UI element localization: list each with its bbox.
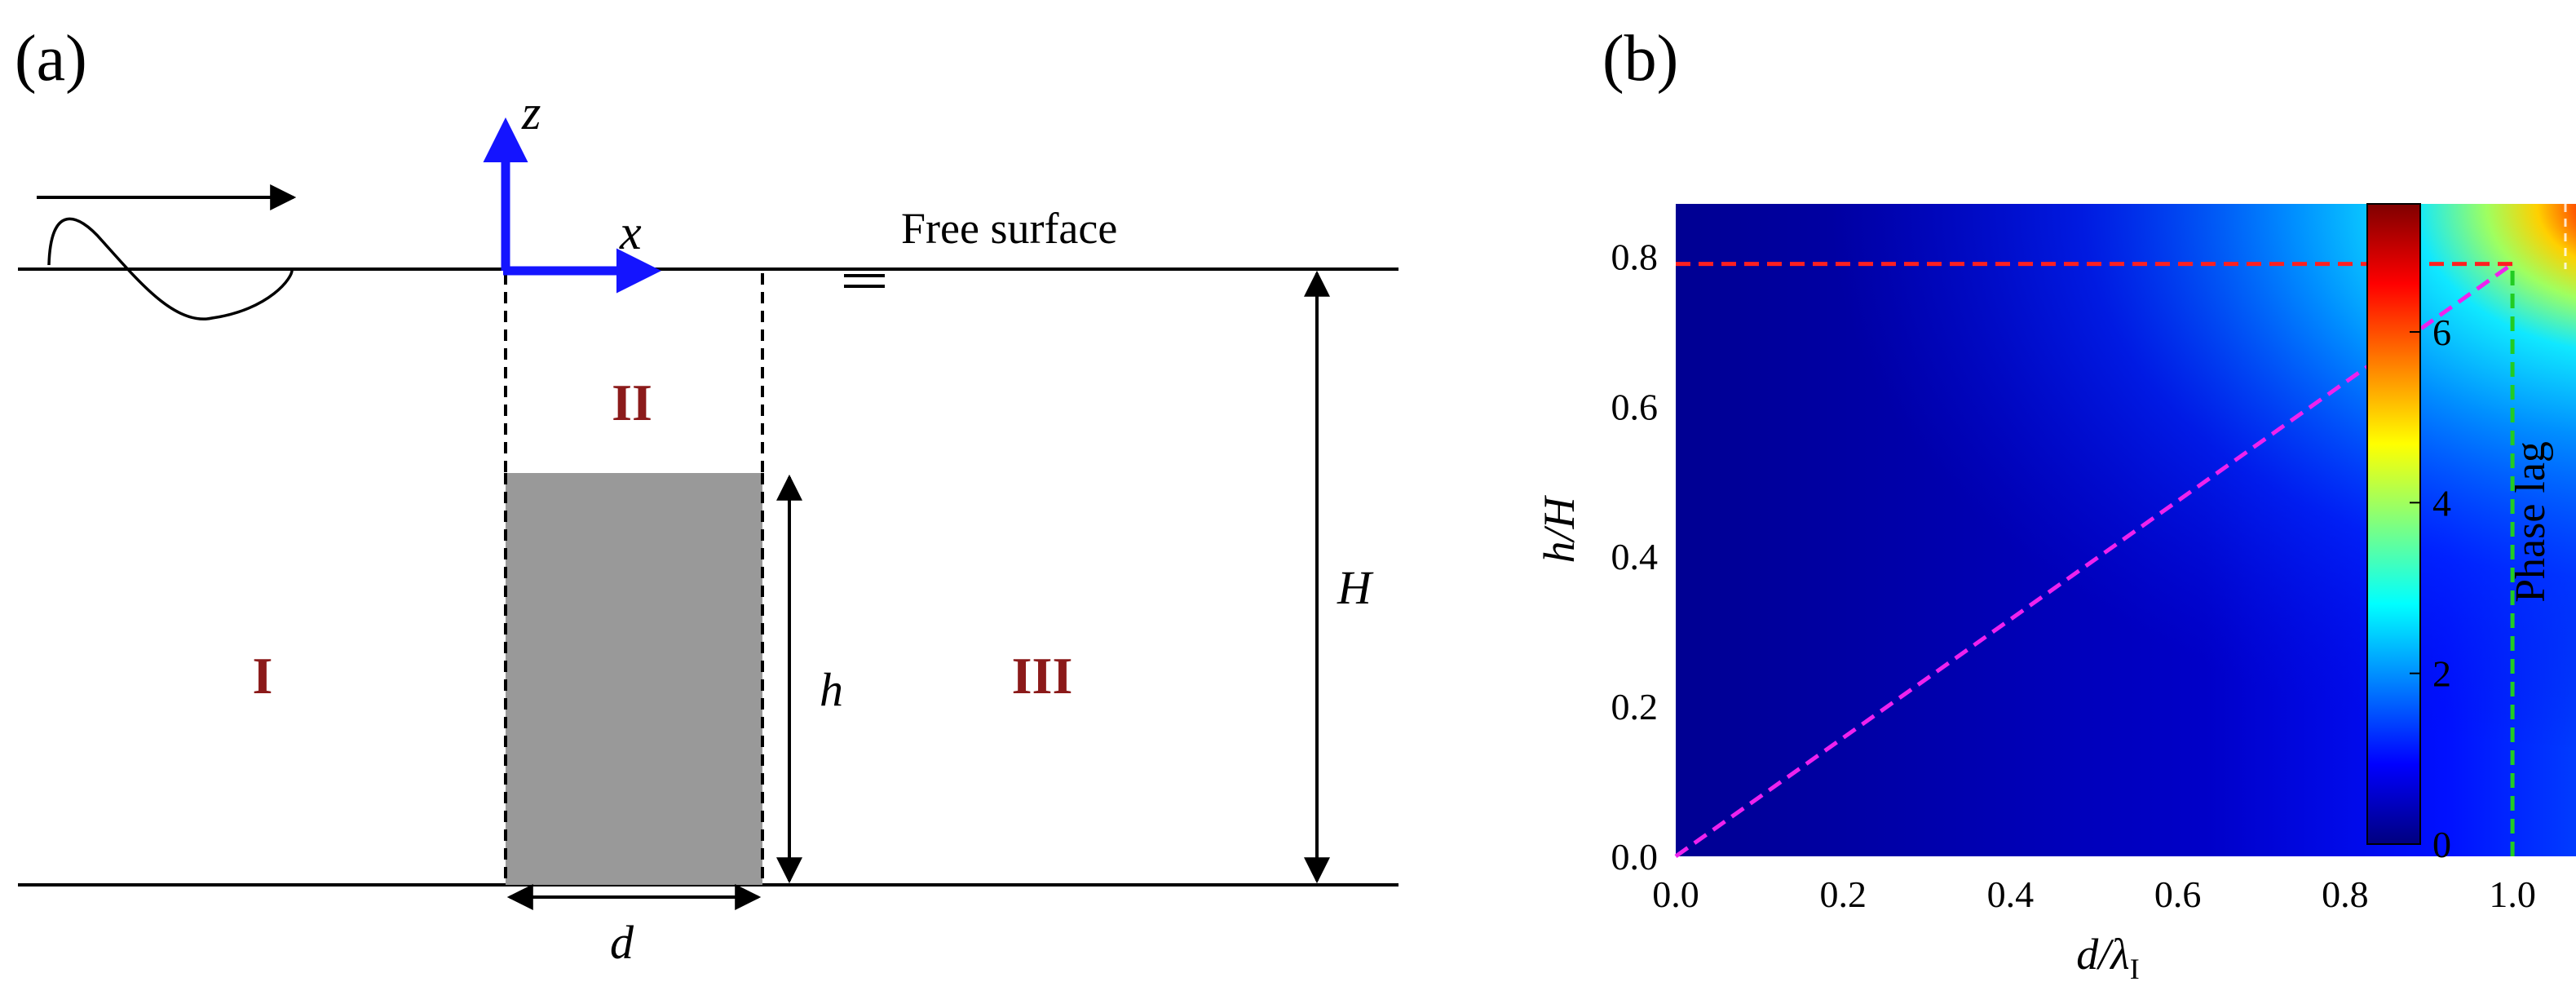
d-dimension-label: d xyxy=(610,916,634,969)
y-tick-label: 0.6 xyxy=(1611,386,1659,427)
panel-b-label: (b) xyxy=(1602,23,1678,95)
heatmap-plot xyxy=(1676,204,2576,856)
region-1-label: I xyxy=(253,647,273,705)
wave-sine-icon xyxy=(47,217,294,321)
panel-a: (a) Free surface z x II I I xyxy=(15,23,1398,969)
free-surface-label: Free surface xyxy=(901,204,1117,253)
coordinate-axes xyxy=(483,117,661,294)
incident-wave xyxy=(37,184,297,321)
x-axis-title-sub: I xyxy=(2130,953,2140,985)
x-tick-label: 0.4 xyxy=(1987,873,2035,915)
y-tick-label: 0.4 xyxy=(1611,536,1659,577)
x-tick-labels: 0.0 0.2 0.4 0.6 0.8 1.0 xyxy=(1652,873,2536,915)
colorbar-tick-label: 0 xyxy=(2432,824,2451,865)
x-tick-label: 0.8 xyxy=(2322,873,2369,915)
y-tick-label: 0.2 xyxy=(1611,686,1659,727)
y-tick-labels: 0.0 0.2 0.4 0.6 0.8 xyxy=(1611,236,1659,878)
colorbar-panel: 0 2 4 6 Phase lag xyxy=(2366,203,2554,865)
z-axis-label: z xyxy=(521,86,541,139)
colorbar-ticks: 0 2 4 6 xyxy=(2410,312,2451,865)
y-axis-title: h/H xyxy=(1535,494,1584,563)
x-tick-label: 0.0 xyxy=(1652,873,1699,915)
x-axis-label: x xyxy=(619,206,642,259)
y-tick-label: 0.8 xyxy=(1611,236,1659,277)
colorbar-scale xyxy=(2366,203,2421,845)
x-axis-title: d/λI xyxy=(2076,930,2139,985)
panel-b: (b) 0.0 0.2 0.4 0.6 0.8 1.0 0.0 0.2 0.4 0.6 0.8 d… xyxy=(1535,23,2576,985)
H-dimension-label: H xyxy=(1337,561,1374,614)
submerged-block xyxy=(506,473,762,885)
colorbar-label: Phase lag xyxy=(2508,441,2554,603)
heatmap-peak-region xyxy=(1676,204,2576,856)
x-tick-label: 0.6 xyxy=(2154,873,2202,915)
y-tick-label: 0.0 xyxy=(1611,836,1659,878)
x-tick-label: 0.2 xyxy=(1819,873,1867,915)
region-3-label: III xyxy=(1012,647,1073,705)
panel-a-label: (a) xyxy=(15,23,87,95)
colorbar-tick-label: 4 xyxy=(2432,482,2451,524)
water-level-symbol xyxy=(844,274,885,288)
colorbar-tick-label: 2 xyxy=(2432,653,2451,695)
x-axis-title-main: d/λ xyxy=(2076,930,2129,979)
region-2-label: II xyxy=(612,374,652,431)
h-dimension-label: h xyxy=(820,663,843,716)
colorbar-tick-label: 6 xyxy=(2432,312,2451,353)
x-tick-label: 1.0 xyxy=(2489,873,2536,915)
